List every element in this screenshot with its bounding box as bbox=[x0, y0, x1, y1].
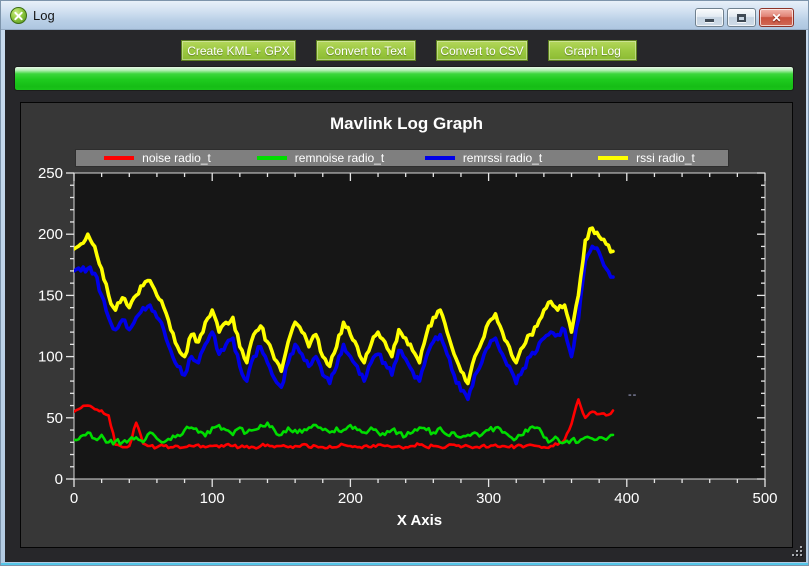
convert-to-text-button[interactable]: Convert to Text bbox=[316, 40, 416, 61]
client-area: Create KML + GPX Convert to Text Convert… bbox=[5, 30, 806, 562]
maximize-button[interactable] bbox=[727, 8, 756, 27]
legend-item[interactable]: remrssi radio_t bbox=[402, 151, 565, 165]
legend-label: remnoise radio_t bbox=[294, 151, 385, 165]
create-kml-gpx-button[interactable]: Create KML + GPX bbox=[181, 40, 296, 61]
minimize-button[interactable] bbox=[695, 8, 724, 27]
window-title: Log bbox=[33, 7, 55, 23]
legend-line-swatch bbox=[104, 156, 135, 160]
graph-log-button[interactable]: Graph Log bbox=[548, 40, 637, 61]
legend-label: remrssi radio_t bbox=[462, 151, 543, 165]
svg-text:150: 150 bbox=[38, 287, 63, 304]
legend-line-swatch bbox=[256, 156, 287, 160]
convert-to-csv-button[interactable]: Convert to CSV bbox=[436, 40, 528, 61]
progress-fill bbox=[15, 67, 793, 90]
svg-text:400: 400 bbox=[614, 490, 639, 507]
svg-text:100: 100 bbox=[38, 349, 63, 366]
svg-text:300: 300 bbox=[476, 490, 501, 507]
legend-item[interactable]: noise radio_t bbox=[76, 151, 239, 165]
titlebar[interactable]: Log ✕ bbox=[1, 1, 808, 30]
resize-grip-icon[interactable] bbox=[790, 546, 802, 558]
legend-label: noise radio_t bbox=[142, 151, 211, 165]
x-axis-label: X Axis bbox=[396, 512, 443, 529]
chart-svg: 0 100 200 300 400 500 0 50 100 150 200 250 bbox=[38, 165, 778, 507]
chart-title: Mavlink Log Graph bbox=[329, 114, 484, 133]
legend-line-swatch bbox=[598, 156, 629, 160]
svg-text:200: 200 bbox=[338, 490, 363, 507]
svg-text:200: 200 bbox=[38, 226, 63, 243]
legend-item[interactable]: remnoise radio_t bbox=[239, 151, 402, 165]
chart-panel: 0 100 200 300 400 500 0 50 100 150 200 250 Mavlink … bbox=[20, 102, 793, 548]
legend-line-swatch bbox=[424, 156, 455, 160]
close-icon: ✕ bbox=[771, 10, 782, 25]
svg-text:50: 50 bbox=[46, 410, 63, 427]
app-icon bbox=[10, 6, 27, 24]
close-button[interactable]: ✕ bbox=[759, 8, 794, 27]
maximize-icon bbox=[737, 13, 746, 22]
toolbar: Create KML + GPX Convert to Text Convert… bbox=[181, 40, 637, 61]
svg-text:500: 500 bbox=[752, 490, 777, 507]
legend-item[interactable]: rssi radio_t bbox=[565, 151, 728, 165]
window-controls: ✕ bbox=[695, 8, 794, 27]
svg-text:0: 0 bbox=[55, 471, 63, 488]
svg-text:250: 250 bbox=[38, 165, 63, 182]
cursor-artifact: -- bbox=[628, 389, 638, 401]
minimize-icon bbox=[705, 19, 714, 22]
progress-bar bbox=[14, 66, 794, 91]
svg-text:100: 100 bbox=[200, 490, 225, 507]
legend-label: rssi radio_t bbox=[636, 151, 695, 165]
svg-text:0: 0 bbox=[70, 490, 78, 507]
chart-legend: noise radio_t remnoise radio_t remrssi rad… bbox=[75, 149, 729, 167]
